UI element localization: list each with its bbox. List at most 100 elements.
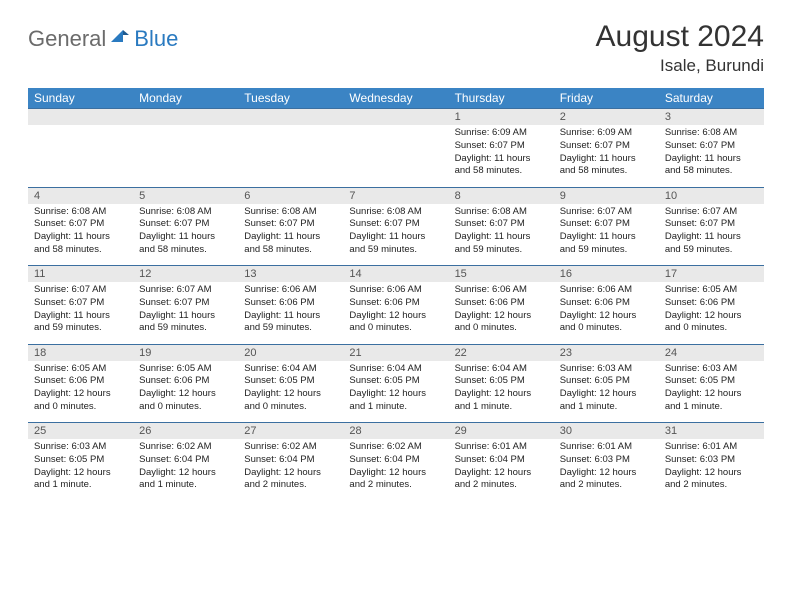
sunset-line: Sunset: 6:05 PM <box>349 375 442 388</box>
day-number: 26 <box>133 423 238 440</box>
day-cell <box>343 125 448 187</box>
sunrise-line: Sunrise: 6:01 AM <box>455 441 548 454</box>
day-number: 11 <box>28 266 133 283</box>
sunset-line: Sunset: 6:07 PM <box>560 140 653 153</box>
day-number: 24 <box>659 344 764 361</box>
day-number: 19 <box>133 344 238 361</box>
day-number-row: 45678910 <box>28 187 764 204</box>
sunrise-line: Sunrise: 6:07 AM <box>139 284 232 297</box>
sunset-line: Sunset: 6:05 PM <box>244 375 337 388</box>
daylight-line: Daylight: 12 hours and 0 minutes. <box>244 388 337 414</box>
day-number: 10 <box>659 187 764 204</box>
sunrise-line: Sunrise: 6:03 AM <box>34 441 127 454</box>
logo-text-general: General <box>28 26 106 52</box>
sunset-line: Sunset: 6:07 PM <box>455 140 548 153</box>
sunset-line: Sunset: 6:04 PM <box>455 454 548 467</box>
sunset-line: Sunset: 6:05 PM <box>455 375 548 388</box>
day-number-row: 18192021222324 <box>28 344 764 361</box>
daylight-line: Daylight: 12 hours and 1 minute. <box>665 388 758 414</box>
sunrise-line: Sunrise: 6:08 AM <box>665 127 758 140</box>
sunset-line: Sunset: 6:06 PM <box>139 375 232 388</box>
day-cell: Sunrise: 6:01 AMSunset: 6:03 PMDaylight:… <box>659 439 764 501</box>
day-header-row: Sunday Monday Tuesday Wednesday Thursday… <box>28 88 764 109</box>
location: Isale, Burundi <box>596 56 764 76</box>
sunrise-line: Sunrise: 6:09 AM <box>455 127 548 140</box>
day-cell: Sunrise: 6:09 AMSunset: 6:07 PMDaylight:… <box>449 125 554 187</box>
sunrise-line: Sunrise: 6:08 AM <box>139 206 232 219</box>
daylight-line: Daylight: 11 hours and 59 minutes. <box>34 310 127 336</box>
day-header: Monday <box>133 88 238 109</box>
day-number <box>28 109 133 126</box>
sunrise-line: Sunrise: 6:01 AM <box>665 441 758 454</box>
day-cell: Sunrise: 6:05 AMSunset: 6:06 PMDaylight:… <box>28 361 133 423</box>
day-number <box>343 109 448 126</box>
daylight-line: Daylight: 11 hours and 59 minutes. <box>665 231 758 257</box>
sunset-line: Sunset: 6:06 PM <box>665 297 758 310</box>
day-cell: Sunrise: 6:08 AMSunset: 6:07 PMDaylight:… <box>343 204 448 266</box>
day-cell: Sunrise: 6:01 AMSunset: 6:03 PMDaylight:… <box>554 439 659 501</box>
logo-flag-icon <box>110 28 130 51</box>
day-cell: Sunrise: 6:08 AMSunset: 6:07 PMDaylight:… <box>659 125 764 187</box>
day-number-row: 123 <box>28 109 764 126</box>
daylight-line: Daylight: 11 hours and 59 minutes. <box>455 231 548 257</box>
day-number: 29 <box>449 423 554 440</box>
day-content-row: Sunrise: 6:09 AMSunset: 6:07 PMDaylight:… <box>28 125 764 187</box>
day-number <box>238 109 343 126</box>
day-content-row: Sunrise: 6:05 AMSunset: 6:06 PMDaylight:… <box>28 361 764 423</box>
day-content-row: Sunrise: 6:03 AMSunset: 6:05 PMDaylight:… <box>28 439 764 501</box>
day-cell: Sunrise: 6:01 AMSunset: 6:04 PMDaylight:… <box>449 439 554 501</box>
sunset-line: Sunset: 6:07 PM <box>560 218 653 231</box>
sunset-line: Sunset: 6:07 PM <box>455 218 548 231</box>
day-cell: Sunrise: 6:02 AMSunset: 6:04 PMDaylight:… <box>343 439 448 501</box>
sunset-line: Sunset: 6:07 PM <box>34 297 127 310</box>
daylight-line: Daylight: 12 hours and 1 minute. <box>34 467 127 493</box>
sunrise-line: Sunrise: 6:06 AM <box>455 284 548 297</box>
day-cell: Sunrise: 6:07 AMSunset: 6:07 PMDaylight:… <box>554 204 659 266</box>
sunset-line: Sunset: 6:07 PM <box>139 297 232 310</box>
sunrise-line: Sunrise: 6:08 AM <box>455 206 548 219</box>
day-number: 14 <box>343 266 448 283</box>
sunset-line: Sunset: 6:06 PM <box>349 297 442 310</box>
sunrise-line: Sunrise: 6:05 AM <box>34 363 127 376</box>
day-number: 17 <box>659 266 764 283</box>
day-cell: Sunrise: 6:03 AMSunset: 6:05 PMDaylight:… <box>28 439 133 501</box>
daylight-line: Daylight: 12 hours and 0 minutes. <box>139 388 232 414</box>
sunrise-line: Sunrise: 6:08 AM <box>244 206 337 219</box>
day-cell: Sunrise: 6:05 AMSunset: 6:06 PMDaylight:… <box>659 282 764 344</box>
daylight-line: Daylight: 11 hours and 58 minutes. <box>560 153 653 179</box>
sunrise-line: Sunrise: 6:05 AM <box>665 284 758 297</box>
sunrise-line: Sunrise: 6:07 AM <box>665 206 758 219</box>
day-content-row: Sunrise: 6:07 AMSunset: 6:07 PMDaylight:… <box>28 282 764 344</box>
sunset-line: Sunset: 6:05 PM <box>560 375 653 388</box>
day-number: 22 <box>449 344 554 361</box>
logo-text-blue: Blue <box>134 26 178 52</box>
sunrise-line: Sunrise: 6:04 AM <box>455 363 548 376</box>
day-number: 1 <box>449 109 554 126</box>
sunset-line: Sunset: 6:05 PM <box>665 375 758 388</box>
day-cell <box>133 125 238 187</box>
daylight-line: Daylight: 12 hours and 1 minute. <box>349 388 442 414</box>
day-cell: Sunrise: 6:06 AMSunset: 6:06 PMDaylight:… <box>238 282 343 344</box>
day-cell: Sunrise: 6:07 AMSunset: 6:07 PMDaylight:… <box>28 282 133 344</box>
sunrise-line: Sunrise: 6:03 AM <box>560 363 653 376</box>
day-number: 7 <box>343 187 448 204</box>
day-cell: Sunrise: 6:08 AMSunset: 6:07 PMDaylight:… <box>133 204 238 266</box>
day-cell: Sunrise: 6:08 AMSunset: 6:07 PMDaylight:… <box>238 204 343 266</box>
day-cell: Sunrise: 6:05 AMSunset: 6:06 PMDaylight:… <box>133 361 238 423</box>
header: General Blue August 2024 Isale, Burundi <box>28 20 764 76</box>
day-content-row: Sunrise: 6:08 AMSunset: 6:07 PMDaylight:… <box>28 204 764 266</box>
sunset-line: Sunset: 6:04 PM <box>244 454 337 467</box>
day-header: Sunday <box>28 88 133 109</box>
day-cell: Sunrise: 6:09 AMSunset: 6:07 PMDaylight:… <box>554 125 659 187</box>
sunset-line: Sunset: 6:05 PM <box>34 454 127 467</box>
sunrise-line: Sunrise: 6:04 AM <box>244 363 337 376</box>
day-number: 27 <box>238 423 343 440</box>
day-number: 5 <box>133 187 238 204</box>
day-cell: Sunrise: 6:02 AMSunset: 6:04 PMDaylight:… <box>133 439 238 501</box>
day-cell: Sunrise: 6:07 AMSunset: 6:07 PMDaylight:… <box>133 282 238 344</box>
daylight-line: Daylight: 11 hours and 58 minutes. <box>455 153 548 179</box>
month-title: August 2024 <box>596 20 764 54</box>
day-number: 15 <box>449 266 554 283</box>
sunrise-line: Sunrise: 6:06 AM <box>244 284 337 297</box>
daylight-line: Daylight: 11 hours and 59 minutes. <box>139 310 232 336</box>
